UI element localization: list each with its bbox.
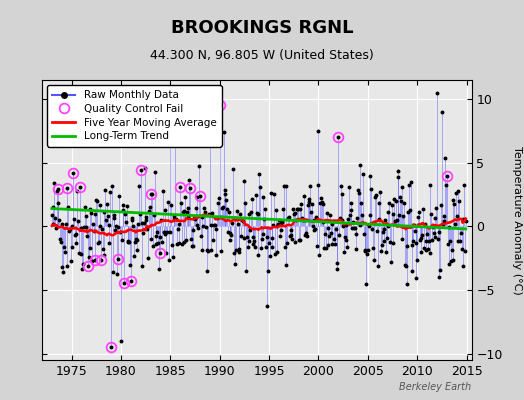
Text: 44.300 N, 96.805 W (United States): 44.300 N, 96.805 W (United States) [150, 50, 374, 62]
Text: Berkeley Earth: Berkeley Earth [399, 382, 472, 392]
Y-axis label: Temperature Anomaly (°C): Temperature Anomaly (°C) [512, 146, 522, 294]
Legend: Raw Monthly Data, Quality Control Fail, Five Year Moving Average, Long-Term Tren: Raw Monthly Data, Quality Control Fail, … [47, 85, 222, 146]
Text: BROOKINGS RGNL: BROOKINGS RGNL [171, 19, 353, 37]
